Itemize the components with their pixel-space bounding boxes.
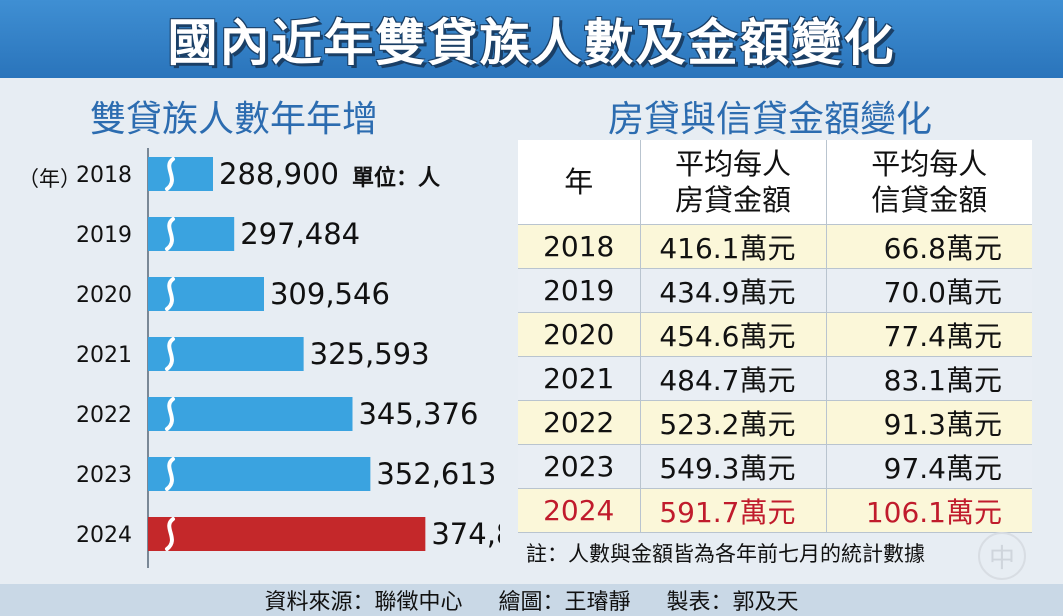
cell-mortgage-amount: 484.7萬元 — [640, 356, 827, 401]
cell-credit-amount: 106.1萬元 — [826, 488, 1032, 533]
bar-value-label: 352,613 — [376, 457, 496, 491]
axis-break-mark — [165, 157, 175, 191]
cell-year: 2021 — [518, 356, 641, 401]
production-credit: 製表：郭及天 — [666, 590, 799, 615]
bar-value-label: 345,376 — [358, 397, 478, 431]
cell-year: 2019 — [518, 268, 641, 313]
bar — [148, 517, 426, 551]
bar-value-label: 288,900 — [219, 157, 339, 191]
cell-mortgage-amount: 591.7萬元 — [640, 488, 827, 533]
cell-credit-amount: 77.4萬元 — [826, 312, 1032, 357]
cell-mortgage-amount: 434.9萬元 — [640, 268, 827, 313]
axis-break-mark — [165, 397, 175, 431]
title-banner: 國內近年雙貸族人數及金額變化 — [0, 0, 1063, 78]
year-tick-label: 2020 — [76, 283, 132, 308]
table-body: 2018 416.1萬元 66.8萬元 2019 434.9萬元 70.0萬元 2020 45… — [518, 224, 1032, 533]
axis-break-mark — [165, 217, 175, 251]
cell-year: 2024 — [518, 488, 641, 533]
bar — [148, 397, 353, 431]
cell-year: 2020 — [518, 312, 641, 357]
bar — [148, 157, 213, 191]
axis-break-mark — [165, 337, 175, 371]
cell-credit-amount: 66.8萬元 — [826, 224, 1032, 269]
bar — [148, 337, 304, 371]
column-header-year: 年 — [518, 140, 641, 225]
cell-credit-amount: 91.3萬元 — [826, 400, 1032, 445]
loan-table-container: 年平均每人 房貸金額 平均每人 信貸金額 2018 416.1萬元 66.8萬元 2019 4… — [518, 140, 1032, 533]
loan-table: 年平均每人 房貸金額 平均每人 信貸金額 2018 416.1萬元 66.8萬元 2019 4… — [518, 140, 1032, 533]
cell-credit-amount: 83.1萬元 — [826, 356, 1032, 401]
watermark-logo: 中 — [978, 532, 1026, 580]
bar — [148, 457, 371, 491]
page-title: 國內近年雙貸族人數及金額變化 — [167, 14, 896, 72]
table-row: 2022 523.2萬元 91.3萬元 — [518, 400, 1032, 445]
cell-credit-amount: 97.4萬元 — [826, 444, 1032, 489]
year-tick-label: 2021 — [76, 343, 132, 368]
year-tick-label: 2019 — [76, 223, 132, 248]
bar-value-label: 374,871 — [431, 517, 500, 551]
year-tick-label: 2024 — [76, 523, 132, 548]
table-header-row: 年平均每人 房貸金額 平均每人 信貸金額 — [518, 140, 1032, 225]
bar-value-label: 297,484 — [240, 217, 360, 251]
cell-mortgage-amount: 523.2萬元 — [640, 400, 827, 445]
cell-mortgage-amount: 549.3萬元 — [640, 444, 827, 489]
bar-chart: 2018 288,900 2019 297,484 2020 309,546 2021 325… — [76, 148, 500, 568]
cell-mortgage-amount: 454.6萬元 — [640, 312, 827, 357]
bar — [148, 277, 264, 311]
table-title: 房貸與信貸金額變化 — [608, 99, 933, 140]
axis-break-mark — [165, 277, 175, 311]
table-row: 2021 484.7萬元 83.1萬元 — [518, 356, 1032, 401]
drawing-credit: 繪圖：王璿靜 — [498, 590, 631, 615]
cell-year: 2023 — [518, 444, 641, 489]
cell-year: 2018 — [518, 224, 641, 269]
column-header-mortgage: 平均每人 房貸金額 — [640, 140, 827, 225]
axis-break-mark — [165, 517, 175, 551]
bar-chart-title: 雙貸族人數年年增 — [90, 99, 379, 140]
cell-credit-amount: 70.0萬元 — [826, 268, 1032, 313]
year-tick-label: 2023 — [76, 463, 132, 488]
source-credit: 資料來源：聯徵中心 — [264, 590, 463, 615]
year-tick-label: 2022 — [76, 403, 132, 428]
cell-year: 2022 — [518, 400, 641, 445]
column-header-credit: 平均每人 信貸金額 — [826, 140, 1032, 225]
cell-mortgage-amount: 416.1萬元 — [640, 224, 827, 269]
footer: 資料來源：聯徵中心 繪圖：王璿靜 製表：郭及天 — [0, 584, 1063, 616]
bar-value-label: 325,593 — [310, 337, 430, 371]
footnote: 註：人數與金額皆為各年前七月的統計數據 — [526, 542, 925, 566]
table-row: 2023 549.3萬元 97.4萬元 — [518, 444, 1032, 489]
year-unit-label: （年） — [18, 167, 81, 191]
bar — [148, 217, 235, 251]
unit-label: 單位：人 — [352, 166, 441, 191]
year-tick-label: 2018 — [76, 163, 132, 188]
table-row: 2020 454.6萬元 77.4萬元 — [518, 312, 1032, 357]
table-row: 2018 416.1萬元 66.8萬元 — [518, 224, 1032, 269]
axis-break-mark — [165, 457, 175, 491]
table-row: 2024 591.7萬元 106.1萬元 — [518, 488, 1032, 533]
bar-value-label: 309,546 — [270, 277, 390, 311]
table-row: 2019 434.9萬元 70.0萬元 — [518, 268, 1032, 313]
